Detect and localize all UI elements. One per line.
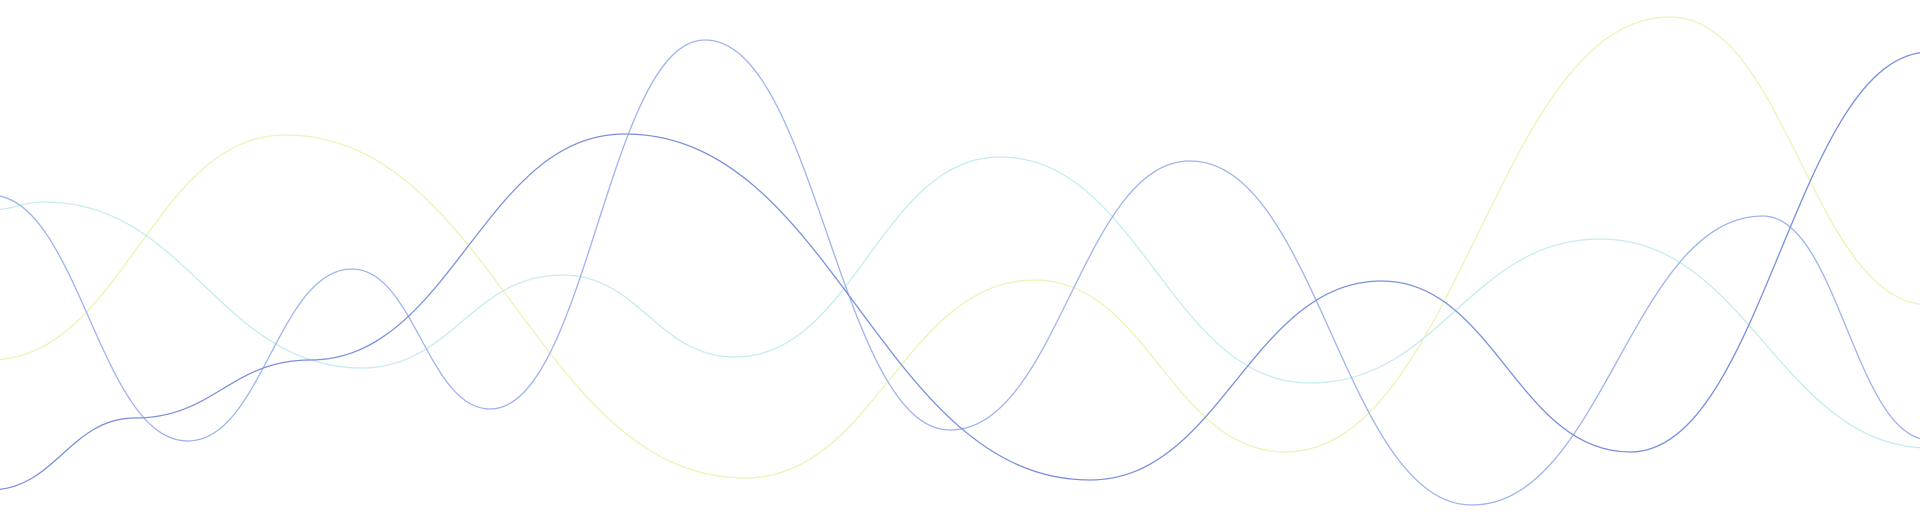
wave-yellow: [0, 16, 1920, 479]
wave-cyan: [0, 156, 1920, 449]
wave-light-blue: [0, 39, 1920, 506]
wave-blue: [0, 52, 1920, 490]
